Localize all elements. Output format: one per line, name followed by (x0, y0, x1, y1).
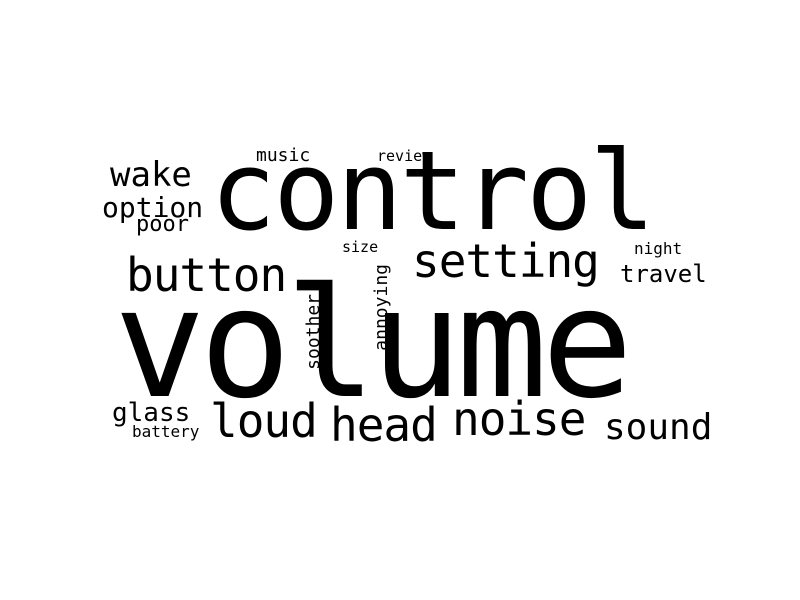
word-review: review (377, 147, 432, 165)
word-size: size (342, 238, 379, 256)
word-setting: setting (412, 234, 600, 288)
word-music: music (256, 145, 311, 166)
word-glass: glass (112, 398, 191, 428)
word-control: control (210, 127, 656, 255)
word-wake: wake (110, 155, 192, 195)
word-noise: noise (452, 392, 586, 446)
word-volume: volume (114, 255, 633, 432)
word-battery: battery (132, 422, 200, 441)
word-option: option (102, 191, 204, 224)
word-soother: soother (303, 294, 324, 370)
word-annoying: annoying (371, 264, 392, 351)
word-travel: travel (620, 260, 707, 288)
word-sound: sound (604, 407, 713, 448)
word-button: button (126, 248, 287, 302)
word-head: head (330, 398, 438, 452)
word-poor: poor (136, 212, 189, 237)
word-loud: loud (210, 394, 318, 448)
word-night: night (634, 239, 683, 258)
